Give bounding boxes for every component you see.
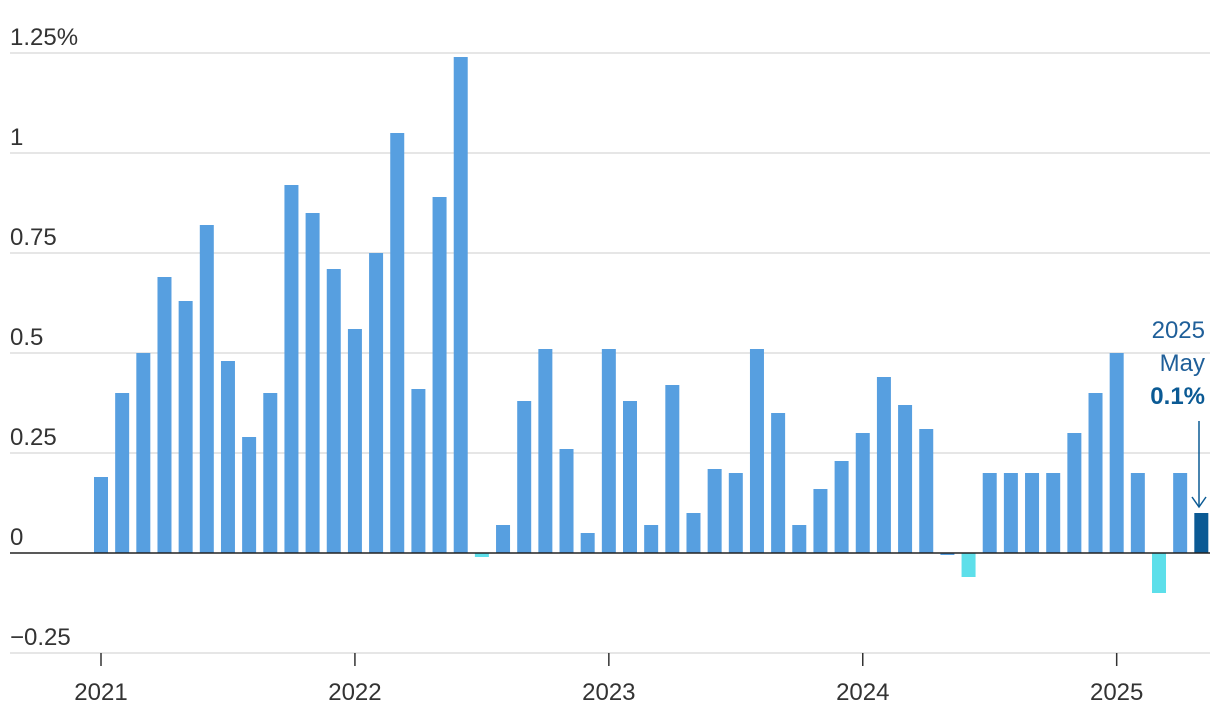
bar xyxy=(496,525,511,553)
x-axis-ticks: 2021 2022 2023 2024 2025 xyxy=(74,653,1143,706)
annotation-year: 2025 xyxy=(1152,317,1205,344)
bar xyxy=(178,301,193,553)
bar xyxy=(919,429,934,553)
bar xyxy=(855,433,870,553)
bar xyxy=(1173,473,1188,553)
bar xyxy=(1194,513,1209,553)
bar xyxy=(1130,473,1145,553)
bar xyxy=(961,553,976,577)
latest-value-annotation: 2025 May 0.1% xyxy=(1150,317,1207,509)
y-tick-label: 0.25 xyxy=(10,424,57,451)
bar xyxy=(623,401,637,553)
bar xyxy=(1025,473,1040,553)
bar xyxy=(834,461,849,553)
bar xyxy=(136,353,151,553)
y-tick-label: −0.25 xyxy=(10,624,71,651)
y-tick-label: 0.75 xyxy=(10,224,57,251)
bar xyxy=(686,513,701,553)
bar xyxy=(538,349,553,553)
bar xyxy=(369,253,384,553)
bar xyxy=(242,437,257,553)
bar xyxy=(326,269,341,553)
x-tick-label: 2025 xyxy=(1090,679,1143,706)
bar xyxy=(559,449,574,553)
bar xyxy=(453,57,468,553)
bar xyxy=(517,401,532,553)
annotation-arrow-head xyxy=(1191,496,1207,509)
bar xyxy=(940,553,955,555)
y-tick-label: 1 xyxy=(10,124,23,151)
y-tick-label: 0.5 xyxy=(10,324,43,351)
bar xyxy=(644,525,659,553)
bar xyxy=(580,533,595,553)
bar xyxy=(1046,473,1061,553)
bar xyxy=(876,377,891,553)
bar xyxy=(898,405,913,553)
bar xyxy=(432,197,447,553)
bar xyxy=(157,277,172,553)
bar xyxy=(115,393,130,553)
bar xyxy=(1152,553,1166,593)
bar xyxy=(792,525,807,553)
bar xyxy=(411,389,426,553)
bar xyxy=(305,213,320,553)
annotation-month: May xyxy=(1160,350,1205,377)
bar xyxy=(1088,393,1103,553)
annotation-value: 0.1% xyxy=(1150,383,1205,410)
bar xyxy=(707,469,722,553)
bar xyxy=(749,349,764,553)
bar xyxy=(94,477,108,553)
x-tick-label: 2021 xyxy=(74,679,127,706)
x-tick-label: 2023 xyxy=(582,679,635,706)
bar xyxy=(263,393,278,553)
bar xyxy=(665,385,680,553)
bar xyxy=(199,225,214,553)
y-tick-label: 0 xyxy=(10,524,23,551)
bar xyxy=(390,133,405,553)
bar xyxy=(771,413,786,553)
y-axis-tick-labels: −0.25 0 0.25 0.5 0.75 1 1.25% xyxy=(10,24,78,651)
bars xyxy=(94,57,1209,593)
bar xyxy=(813,489,828,553)
bar xyxy=(728,473,743,553)
bar xyxy=(601,349,616,553)
bar xyxy=(347,329,362,553)
bar xyxy=(1003,473,1018,553)
bar xyxy=(1067,433,1082,553)
bar xyxy=(284,185,299,553)
x-tick-label: 2022 xyxy=(328,679,381,706)
y-tick-label: 1.25% xyxy=(10,24,78,51)
x-tick-label: 2024 xyxy=(836,679,889,706)
bar xyxy=(220,361,235,553)
bar xyxy=(1109,353,1124,553)
bar xyxy=(982,473,997,553)
bar xyxy=(474,553,489,557)
